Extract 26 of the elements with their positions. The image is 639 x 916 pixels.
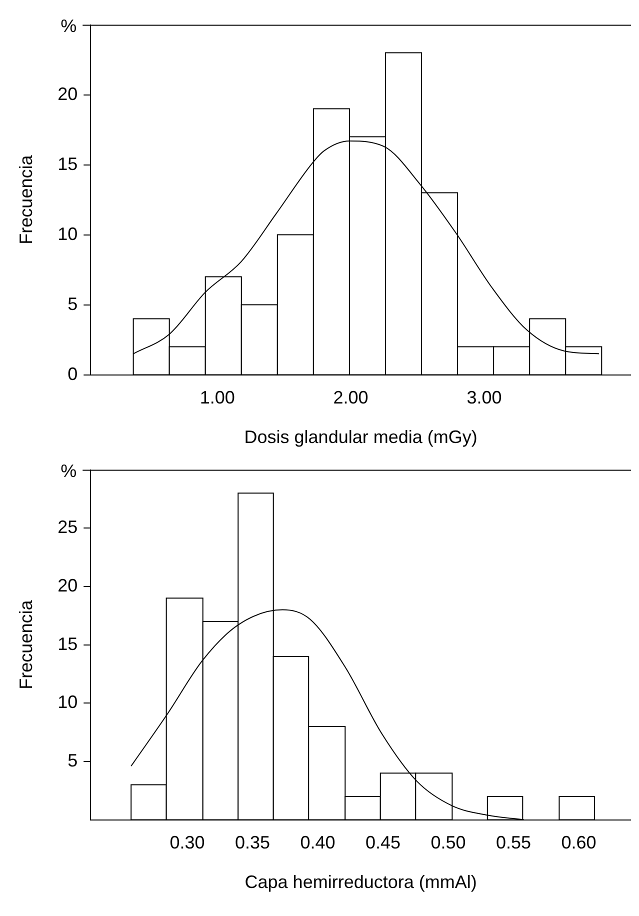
x-tick-label: 0.60: [561, 832, 596, 853]
y-axis-title: Frecuencia: [16, 599, 36, 690]
x-tick-label: 0.50: [430, 832, 466, 853]
x-tick-label: 2.00: [333, 388, 368, 408]
x-axis-title: Capa hemirreductora (mmAl): [244, 872, 477, 892]
y-tick-label: 15: [58, 154, 78, 174]
x-tick-label: 0.30: [170, 832, 205, 853]
y-tick-label: 5: [68, 294, 78, 314]
y-tick-label: 25: [58, 517, 78, 538]
y-tick-label: 0: [68, 364, 78, 384]
x-tick-label: 3.00: [466, 388, 502, 408]
x-axis-title: Dosis glandular media (mGy): [244, 427, 478, 448]
y-tick-label: 20: [58, 575, 78, 596]
text: %: [60, 16, 77, 36]
y-tick-label: 20: [58, 84, 78, 104]
y-tick-label: 10: [58, 224, 78, 244]
x-tick-label: 1.00: [200, 388, 235, 408]
y-tick-label: 5: [68, 750, 78, 770]
y-tick-label: 15: [58, 634, 78, 654]
x-tick-label: 0.45: [365, 832, 401, 853]
y-axis-title: Frecuencia: [16, 154, 36, 244]
text: %: [60, 460, 77, 481]
x-tick-label: 0.40: [300, 832, 336, 853]
x-tick-label: 0.55: [496, 832, 532, 853]
x-tick-label: 0.35: [234, 832, 270, 853]
y-tick-label: 10: [58, 692, 78, 712]
